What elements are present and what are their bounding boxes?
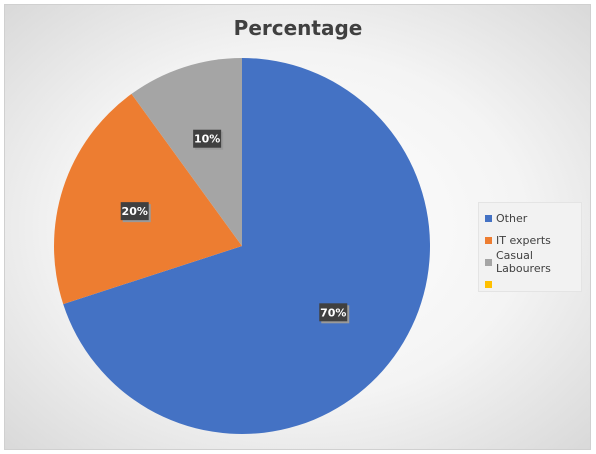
- data-label-other: 70%: [319, 303, 350, 324]
- legend-item: IT experts: [485, 229, 581, 251]
- legend-item: [485, 273, 581, 295]
- svg-text:70%: 70%: [320, 306, 346, 319]
- svg-text:10%: 10%: [194, 133, 220, 146]
- legend-swatch: [485, 280, 492, 288]
- legend-swatch: [485, 236, 492, 244]
- legend-swatch: [485, 258, 492, 266]
- pie-slice-casual-labourers: [131, 58, 242, 246]
- legend-swatch: [485, 214, 492, 222]
- legend-label: Casual Labourers: [496, 249, 551, 275]
- chart-title: Percentage: [233, 16, 363, 40]
- legend-item: Other: [485, 207, 581, 229]
- svg-text:20%: 20%: [122, 205, 148, 218]
- legend-label: IT experts: [496, 233, 551, 247]
- legend-label: Other: [496, 211, 528, 225]
- pie-slice-other: [63, 58, 430, 434]
- legend: Other IT experts Casual Labourers: [478, 202, 582, 292]
- legend-item: Casual Labourers: [485, 249, 581, 275]
- pie-slice-it-experts: [54, 93, 243, 305]
- data-label-it-experts: 20%: [120, 202, 151, 223]
- data-label-casual-labourers: 10%: [193, 129, 224, 150]
